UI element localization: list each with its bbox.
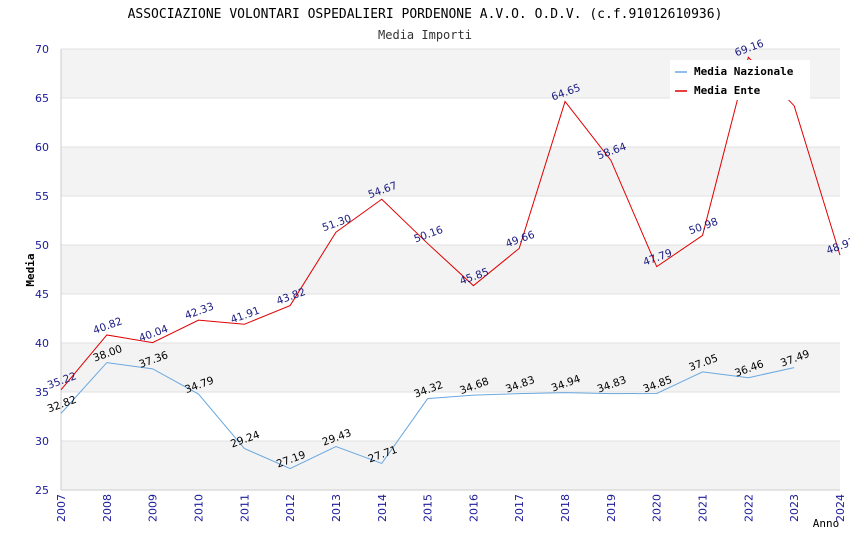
x-tick-labels: 2007 2008 2009 2010 2011 2012 2013 2014 2015 2016… bbox=[55, 494, 847, 522]
chart-title: ASSOCIAZIONE VOLONTARI OSPEDALIERI PORDE… bbox=[128, 7, 723, 22]
x-tick-label: 2020 bbox=[651, 494, 664, 522]
y-tick-label: 35 bbox=[35, 386, 49, 399]
y-axis-label: Media bbox=[24, 253, 37, 286]
x-tick-label: 2015 bbox=[422, 494, 435, 522]
grid-bands bbox=[61, 49, 840, 490]
x-tick-label: 2008 bbox=[101, 494, 114, 522]
data-label-media-ente: 40.04 bbox=[137, 323, 170, 345]
data-label-media-ente: 42.33 bbox=[183, 301, 215, 323]
x-tick-label: 2011 bbox=[238, 494, 251, 522]
x-tick-label: 2022 bbox=[742, 494, 755, 522]
x-tick-label: 2023 bbox=[788, 494, 801, 522]
y-tick-labels: 25 30 35 40 45 50 55 60 65 70 bbox=[35, 43, 49, 497]
series-lines bbox=[60, 56, 841, 470]
data-label-media-ente: 50.16 bbox=[412, 224, 445, 246]
grid-band bbox=[61, 343, 840, 392]
grid-band bbox=[61, 245, 840, 294]
grid-band bbox=[61, 147, 840, 196]
chart-subtitle: Media Importi bbox=[378, 28, 472, 42]
y-tick-label: 30 bbox=[35, 435, 49, 448]
y-tick-label: 65 bbox=[35, 92, 49, 105]
x-tick-label: 2012 bbox=[284, 494, 297, 522]
data-label-media-ente: 40.82 bbox=[92, 315, 124, 337]
y-tick-label: 60 bbox=[35, 141, 49, 154]
x-tick-label: 2019 bbox=[605, 494, 618, 522]
x-tick-label: 2024 bbox=[834, 494, 847, 522]
data-label-media-ente: 41.91 bbox=[229, 305, 261, 327]
y-tick-label: 45 bbox=[35, 288, 49, 301]
y-tick-label: 70 bbox=[35, 43, 49, 56]
data-label-media-ente: 48.97 bbox=[825, 235, 850, 257]
legend-label-media-nazionale: Media Nazionale bbox=[694, 65, 794, 78]
y-tick-label: 25 bbox=[35, 484, 49, 497]
grid-lines bbox=[61, 48, 840, 491]
series-line-media-ente bbox=[60, 56, 841, 391]
legend: Media Nazionale Media Ente bbox=[670, 60, 810, 100]
x-tick-label: 2007 bbox=[55, 494, 68, 522]
x-tick-label: 2021 bbox=[697, 494, 710, 522]
x-tick-label: 2017 bbox=[513, 494, 526, 522]
x-tick-label: 2010 bbox=[192, 494, 205, 522]
legend-box bbox=[670, 60, 810, 100]
y-tick-label: 55 bbox=[35, 190, 49, 203]
x-tick-label: 2013 bbox=[330, 494, 343, 522]
series-line-media-nazionale bbox=[60, 362, 795, 470]
legend-label-media-ente: Media Ente bbox=[694, 84, 761, 97]
y-tick-label: 50 bbox=[35, 239, 49, 252]
x-tick-label: 2014 bbox=[376, 494, 389, 522]
grid-band bbox=[61, 441, 840, 490]
y-tick-label: 40 bbox=[35, 337, 49, 350]
x-tick-label: 2009 bbox=[147, 494, 160, 522]
data-label-media-ente: 50.98 bbox=[687, 216, 719, 238]
x-tick-label: 2018 bbox=[559, 494, 572, 522]
x-tick-label: 2016 bbox=[467, 494, 480, 522]
x-axis-label: Anno bbox=[813, 517, 840, 530]
